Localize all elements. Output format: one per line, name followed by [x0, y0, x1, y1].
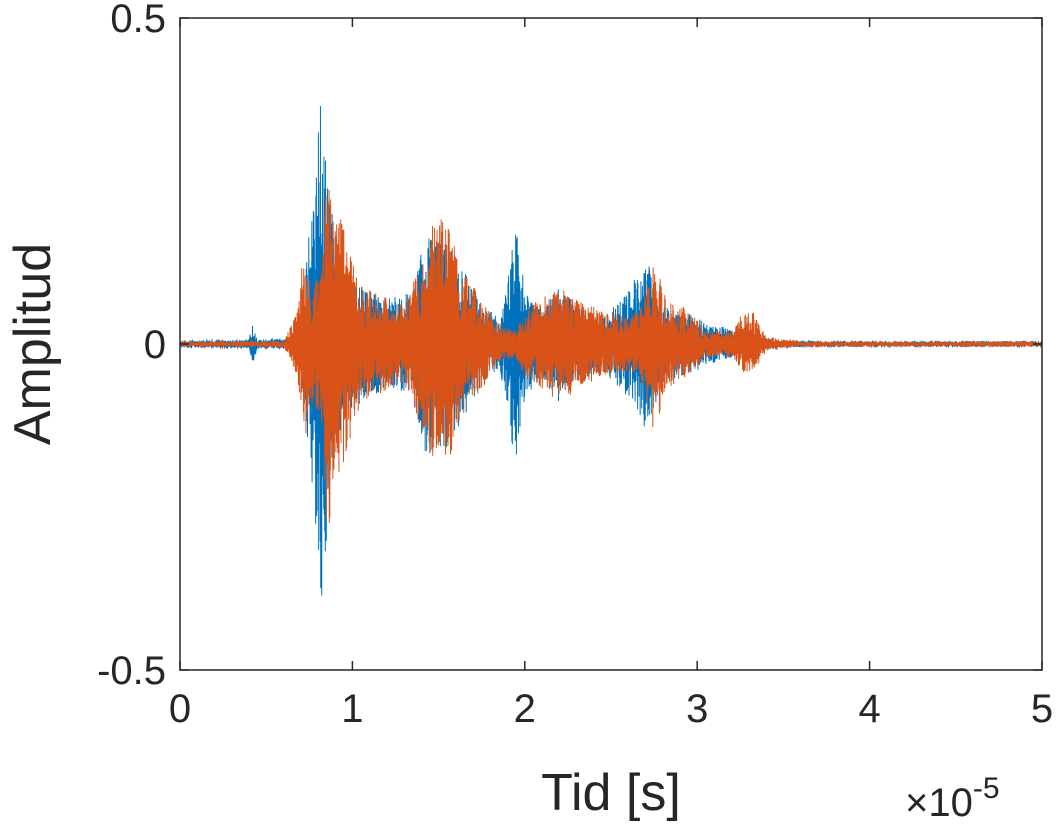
y-tick-label: 0.5 — [110, 0, 166, 41]
series-line-2 — [179, 189, 1043, 523]
series-layer — [179, 105, 1043, 596]
y-tick-label: -0.5 — [97, 649, 166, 693]
x-tick-label: 2 — [514, 687, 536, 731]
y-tick-label: 0 — [144, 323, 166, 367]
x-axis-multiplier-base: ×10 — [905, 781, 973, 825]
x-axis-multiplier: ×10-5 — [905, 772, 1000, 825]
tick-layer: 0 1 2 3 4 5-0.500.5 — [97, 0, 1053, 731]
x-axis-label: Tid [s] — [541, 764, 681, 822]
x-tick-label: 1 — [341, 687, 363, 731]
x-tick-label: 5 — [1031, 687, 1053, 731]
x-axis-multiplier-exponent: -5 — [973, 772, 1000, 805]
y-axis-label: Amplitud — [4, 243, 62, 445]
x-tick-label: 3 — [686, 687, 708, 731]
x-tick-label: 4 — [858, 687, 880, 731]
x-tick-label: 0 — [169, 687, 191, 731]
